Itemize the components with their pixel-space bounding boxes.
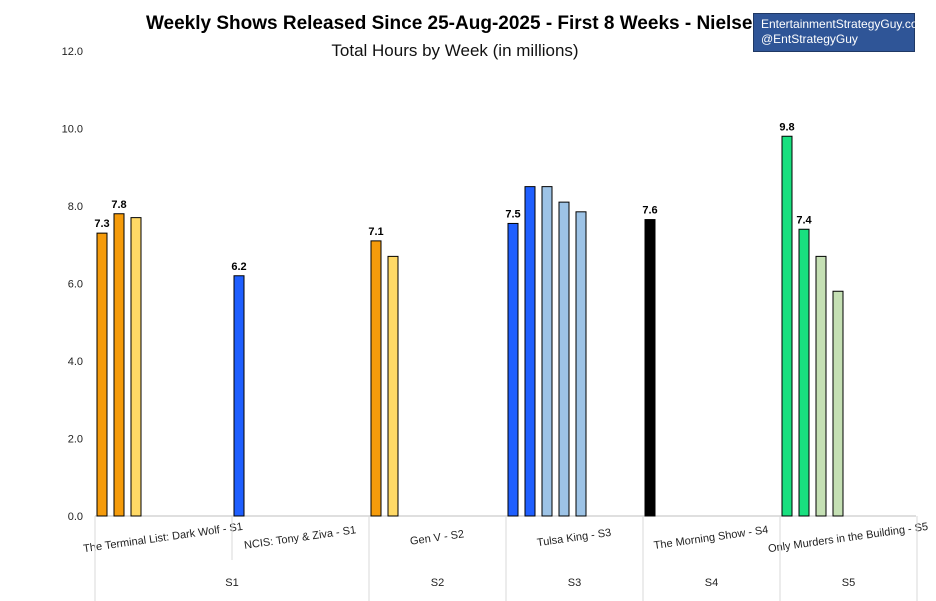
x-category-label: Gen V - S2 [409, 528, 465, 547]
bar [113, 213, 125, 517]
bar [575, 211, 587, 517]
chart-title: Weekly Shows Released Since 25-Aug-2025 … [145, 13, 765, 34]
x-group-label: S3 [568, 577, 581, 589]
x-group-label: S4 [705, 577, 718, 589]
y-tick-label: 8.0 [68, 201, 83, 213]
data-label: 7.8 [111, 199, 126, 211]
bar [781, 135, 793, 517]
data-label: 9.8 [779, 121, 794, 133]
y-tick-label: 4.0 [68, 356, 83, 368]
credit-box: EntertainmentStrategyGuy.com @EntStrateg… [753, 13, 928, 52]
y-tick-label: 10.0 [62, 124, 83, 136]
bar [832, 290, 844, 517]
x-group-label: S1 [225, 577, 238, 589]
bar [644, 219, 656, 517]
bar [815, 255, 827, 517]
data-label: 7.6 [642, 205, 657, 217]
bar [130, 217, 142, 517]
x-category-label: Only Murders in the Building - S5 [767, 521, 929, 555]
data-label: 6.2 [231, 261, 246, 273]
y-tick-label: 0.0 [68, 511, 83, 523]
bar [558, 201, 570, 517]
credit-handle: @EntStrategyGuy [761, 32, 858, 46]
bar [96, 232, 108, 517]
x-group-label: S2 [431, 577, 444, 589]
data-label: 7.5 [505, 208, 520, 220]
bar [370, 240, 382, 517]
x-category-label: Tulsa King - S3 [536, 527, 612, 549]
x-category-label: The Morning Show - S4 [653, 524, 769, 552]
bar [507, 222, 519, 517]
data-label: 7.1 [368, 226, 383, 238]
y-tick-label: 6.0 [68, 279, 83, 291]
bar [387, 255, 399, 517]
y-tick-label: 12.0 [62, 46, 83, 58]
bar [524, 186, 536, 517]
bar [541, 186, 553, 517]
bar [233, 275, 245, 517]
credit-website: EntertainmentStrategyGuy.com [761, 17, 928, 31]
x-category-label: The Terminal List: Dark Wolf - S1 [83, 521, 244, 555]
data-label: 7.4 [796, 214, 812, 226]
chart-subtitle: Total Hours by Week (in millions) [331, 41, 579, 60]
x-group-label: S5 [842, 577, 855, 589]
y-tick-label: 2.0 [68, 434, 83, 446]
x-category-label: NCIS: Tony & Ziva - S1 [243, 524, 356, 552]
data-label: 7.3 [94, 218, 109, 230]
bar [798, 228, 810, 517]
